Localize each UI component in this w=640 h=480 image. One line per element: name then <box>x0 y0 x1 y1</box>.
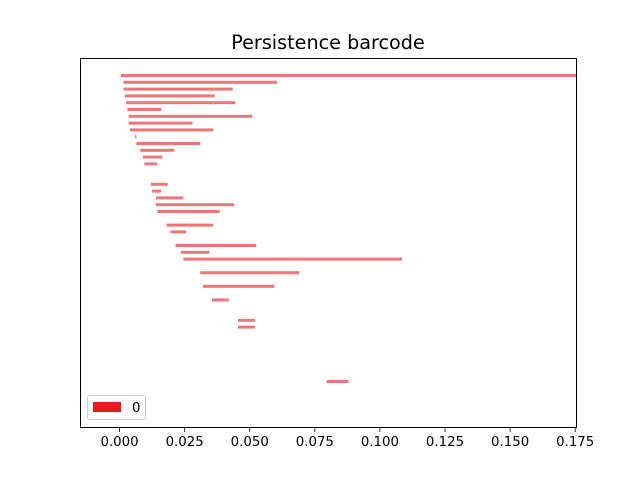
barcode-bar <box>238 325 255 329</box>
x-tick-label: 0.100 <box>361 435 399 450</box>
barcode-bar <box>135 135 137 139</box>
barcode-bar <box>144 162 158 166</box>
barcode-bar <box>156 196 184 200</box>
barcode-bar <box>123 80 278 84</box>
bars-group <box>120 74 577 383</box>
barcode-bar <box>211 298 229 302</box>
x-tick-label: 0.000 <box>100 435 138 450</box>
legend-swatch <box>93 402 121 412</box>
barcode-bar <box>120 74 577 77</box>
barcode-bar <box>126 101 236 105</box>
barcode-bar <box>127 108 162 111</box>
barcode-bar <box>238 318 255 322</box>
barcode-bar <box>129 128 214 132</box>
plot-area-frame <box>80 58 577 428</box>
chart-title: Persistence barcode <box>231 31 425 54</box>
barcode-bar <box>180 250 210 254</box>
barcode-bar <box>166 223 214 227</box>
barcode-bar <box>136 142 201 145</box>
barcode-bar <box>175 244 257 247</box>
barcode-bar <box>140 148 175 152</box>
barcode-bar <box>152 189 162 193</box>
x-tick-label: 0.050 <box>231 435 269 450</box>
barcode-bar <box>128 121 193 125</box>
barcode-bar <box>202 284 275 288</box>
legend-label: 0 <box>132 401 140 416</box>
x-tick-label: 0.025 <box>166 435 204 450</box>
x-tick-label: 0.075 <box>296 435 334 450</box>
x-tick-label: 0.125 <box>426 435 464 450</box>
barcode-bar <box>142 155 163 159</box>
barcode-bar <box>157 210 220 213</box>
barcode-bar <box>200 271 300 275</box>
x-tick-label: 0.175 <box>556 435 594 450</box>
x-tick-label: 0.150 <box>491 435 529 450</box>
barcode-bar <box>183 257 403 261</box>
barcode-bar <box>150 182 168 186</box>
legend: 0 <box>87 395 146 420</box>
barcode-bar <box>128 114 253 118</box>
x-axis: 0.000 0.025 0.050 0.075 0.100 0.125 0.150 0.175 <box>100 427 594 450</box>
barcode-bar <box>156 203 235 207</box>
barcode-bar <box>124 94 215 98</box>
barcode-bar <box>123 87 233 91</box>
barcode-bar <box>170 230 186 234</box>
barcode-bar <box>326 380 349 383</box>
